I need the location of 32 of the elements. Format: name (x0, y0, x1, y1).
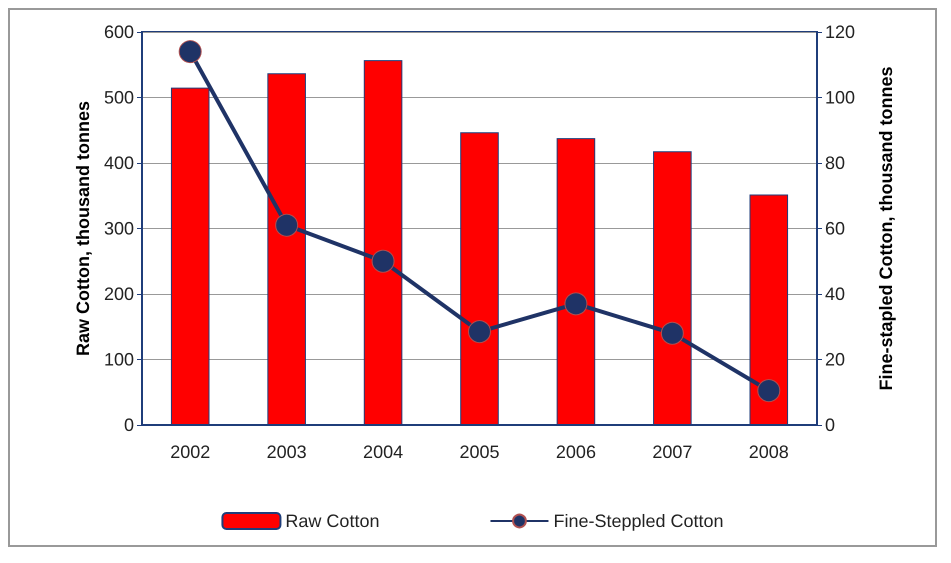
x-tick-label: 2008 (748, 442, 789, 462)
x-tick-label: 2005 (459, 442, 500, 462)
y2-tick-label: 100 (825, 88, 856, 108)
y2-tick-label: 60 (825, 218, 846, 238)
y-tick-label: 300 (104, 218, 134, 238)
y2-tick-label: 80 (825, 153, 846, 173)
x-tick-label: 2007 (652, 442, 692, 462)
y-tick-label: 0 (124, 415, 134, 435)
point (468, 320, 491, 344)
y-tick-label: 200 (104, 284, 134, 304)
y-tick-label: 600 (104, 22, 134, 42)
y-tick-label: 100 (104, 350, 134, 370)
y-tick-label: 500 (104, 88, 134, 108)
x-tick-label: 2006 (556, 442, 596, 462)
x-tick-label: 2002 (170, 442, 210, 462)
y2-tick-label: 20 (825, 350, 846, 370)
point (372, 250, 395, 273)
point (757, 379, 780, 402)
y-tick-label: 400 (104, 153, 134, 173)
legend-label: Raw Cotton (285, 511, 380, 531)
y2-tick-label: 120 (825, 22, 856, 42)
x-tick-label: 2003 (266, 442, 307, 462)
point (564, 292, 588, 316)
x-tick-label: 2004 (363, 442, 404, 462)
point (275, 214, 298, 237)
point (178, 40, 202, 64)
y2-axis-title: Fine-stapled Cotton, thousand tonnes (876, 66, 896, 390)
y-axis-title: Raw Cotton, thousand tonnes (73, 101, 93, 356)
legend-label: Fine-Steppled Cotton (553, 511, 724, 531)
y2-tick-label: 40 (825, 284, 846, 304)
point (660, 322, 684, 345)
y2-tick-label: 0 (825, 415, 836, 435)
